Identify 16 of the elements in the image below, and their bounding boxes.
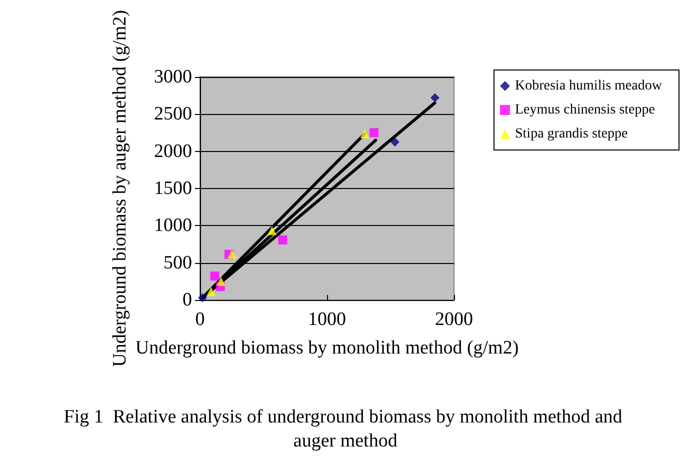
legend-label: Stipa grandis steppe	[515, 126, 628, 142]
y-tick-label: 2000	[154, 140, 192, 162]
y-tick-label: 3000	[154, 66, 192, 88]
x-axis-title: Underground biomass by monolith method (g/m2)	[135, 338, 519, 358]
y-tick-label: 0	[182, 290, 192, 310]
y-tick-label: 2500	[154, 104, 192, 125]
y-tick-label: 1000	[154, 215, 192, 236]
text: Fig 1 Relative analysis of underground biomass by monolith method and auger method	[64, 406, 623, 452]
y-tick-label: 500	[164, 252, 192, 274]
x-tick-label: 1000	[308, 309, 346, 330]
y-axis-title: Underground biomass by auger method (g/m2)	[110, 10, 130, 367]
legend-label: Kobresia humilis meadow	[515, 78, 663, 94]
y-tick-label: 1500	[154, 178, 192, 199]
x-tick-label: 0	[195, 309, 205, 330]
x-tick-label: 2000	[435, 309, 473, 330]
legend-label: Leymus chinensis steppe	[515, 102, 655, 118]
